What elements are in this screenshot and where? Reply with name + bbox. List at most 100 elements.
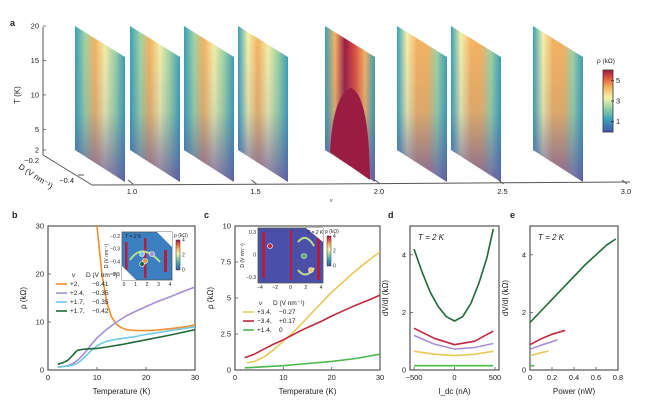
e-x-tick-label: 0.2 (547, 373, 557, 382)
d-series-line (413, 334, 494, 350)
c-inset: T = 2 K −4 −2 0 2 4 0.3 0 −0.3 D (V nm⁻¹) ρ (kΩ) 0 2… (240, 227, 339, 291)
legend-header: ν (259, 300, 263, 307)
inset-ylabel: D (V nm⁻¹) (240, 243, 246, 268)
d-xlabel: I_dc (nA) (438, 387, 471, 396)
c-series-line (244, 294, 380, 359)
legend-label: +1.7, (70, 299, 85, 306)
c-series-line (244, 353, 380, 369)
d-y-tick-label: 2 (402, 308, 406, 317)
inset-x-tick: 0 (123, 282, 126, 288)
a-colorbar-tick: 3 (616, 97, 620, 106)
a-slice (75, 26, 125, 182)
inset-x-tick: 2 (146, 282, 149, 288)
inset-colorbar-tick: 2 (182, 253, 185, 259)
a-ylabel: T (K) (13, 86, 22, 104)
inset-colorbar-tick: 4 (182, 238, 185, 244)
a-z-tick-label: −0.4 (59, 176, 74, 185)
e-ylabel: dV/dI (kΩ) (501, 280, 510, 317)
a-colorbar: ρ (kΩ) 1 3 5 (597, 58, 620, 133)
a-colorbar-label: ρ (kΩ) (597, 58, 615, 65)
b-x-tick-label: 30 (191, 373, 199, 382)
e-series-line (530, 329, 566, 346)
b-x-tick-label: 0 (46, 373, 50, 382)
e-x-tick-label: 0.4 (569, 373, 579, 382)
legend-label: −0.42 (92, 308, 109, 315)
a-z-tick-label: −0.2 (24, 156, 39, 165)
panel-label-b: b (12, 210, 18, 220)
inset-x-tick: 4 (169, 282, 172, 288)
b-y-tick-label: 10 (36, 318, 44, 327)
a-slice (325, 26, 375, 182)
a-y-tick-label: 15 (31, 56, 39, 65)
legend-label: +0.17 (279, 318, 296, 325)
legend-label: −0.27 (279, 309, 296, 316)
e-series-line (530, 350, 549, 357)
a-colorbar-tick: 5 (616, 76, 620, 85)
e-annotation: T = 2 K (538, 233, 565, 242)
inset-x-tick: 0 (289, 285, 292, 291)
a-y-tick-label: 5 (35, 125, 39, 134)
a-slice (533, 26, 583, 182)
c-x-tick-label: 20 (327, 373, 335, 382)
legend-label: +3.4, (257, 309, 272, 316)
a-y-tick-label: 10 (31, 90, 39, 99)
legend-label: +1.4, (257, 327, 272, 334)
c-y-tick-label: 2.5 (221, 330, 231, 339)
b-series-line (96, 226, 195, 332)
b-plot-frame (47, 225, 196, 371)
e-x-tick-label: 0.6 (591, 373, 601, 382)
b-x-tick-label: 10 (93, 373, 101, 382)
inset-colorbar-label: ρ (kΩ) (174, 233, 188, 239)
d-y-tick-label: 4 (402, 250, 406, 259)
a-x-tick-label: 2.0 (374, 187, 384, 196)
legend-label: +1.7, (70, 308, 85, 315)
a-y-tick-label: 2 (35, 146, 39, 155)
d-series-line (413, 327, 494, 346)
d-series-line (413, 350, 494, 357)
a-x-tick-label: 1.5 (250, 187, 260, 196)
a-xlabel: ν (330, 198, 333, 204)
e-x-tick-label: 0 (528, 373, 532, 382)
inset-colorbar-label: ρ (kΩ) (325, 229, 339, 235)
legend-label: −0.35 (92, 290, 109, 297)
inset-y-tick: −0.2 (110, 234, 120, 240)
panel-label-a: a (10, 18, 16, 28)
inset-y-tick: −0.4 (110, 259, 120, 265)
e-series-line (530, 238, 617, 324)
b-y-tick-label: 20 (36, 270, 44, 279)
inset-colorbar-tick: 0 (333, 264, 336, 270)
a-zlabel: D (V nm⁻¹) (17, 162, 55, 191)
b-series-line (57, 326, 195, 368)
panel-label-d: d (388, 210, 394, 220)
d-series-line (413, 228, 495, 322)
b-y-tick-label: 30 (36, 222, 44, 231)
a-x-tick-label: 2.5 (497, 187, 507, 196)
a-d-axis (42, 154, 93, 186)
c-ylabel: ρ (kΩ) (206, 287, 215, 309)
inset-y-tick: −0.3 (246, 275, 256, 281)
e-xlabel: Power (nW) (553, 387, 596, 396)
inset-y-tick: −0.3 (110, 247, 120, 253)
c-y-tick-label: 5 (227, 294, 231, 303)
e-y-tick-label: 4 (522, 250, 526, 259)
c-x-tick-label: 10 (279, 373, 287, 382)
legend-label: −0.35 (92, 299, 109, 306)
a-slice (130, 26, 180, 182)
d-x-tick-label: 500 (489, 373, 502, 382)
c-x-tick-label: 30 (376, 373, 384, 382)
inset-x-tick: 3 (157, 282, 160, 288)
e-y-tick-label: 2 (522, 308, 526, 317)
b-series-line (57, 286, 195, 368)
a-x-tick-label: 3.0 (621, 187, 631, 196)
a-slice (184, 26, 234, 182)
inset-label: T = 2 K (125, 234, 142, 240)
inset-x-tick: −2 (272, 285, 278, 291)
inset-x-tick: −4 (257, 285, 263, 291)
legend-label: +2.4, (70, 290, 85, 297)
b-y-tick-label: 0 (40, 366, 44, 375)
b-series-line (57, 328, 195, 365)
legend-header: D (V nm⁻¹) (86, 272, 118, 279)
legend-header: ν (72, 272, 76, 279)
b-x-tick-label: 20 (142, 373, 150, 382)
